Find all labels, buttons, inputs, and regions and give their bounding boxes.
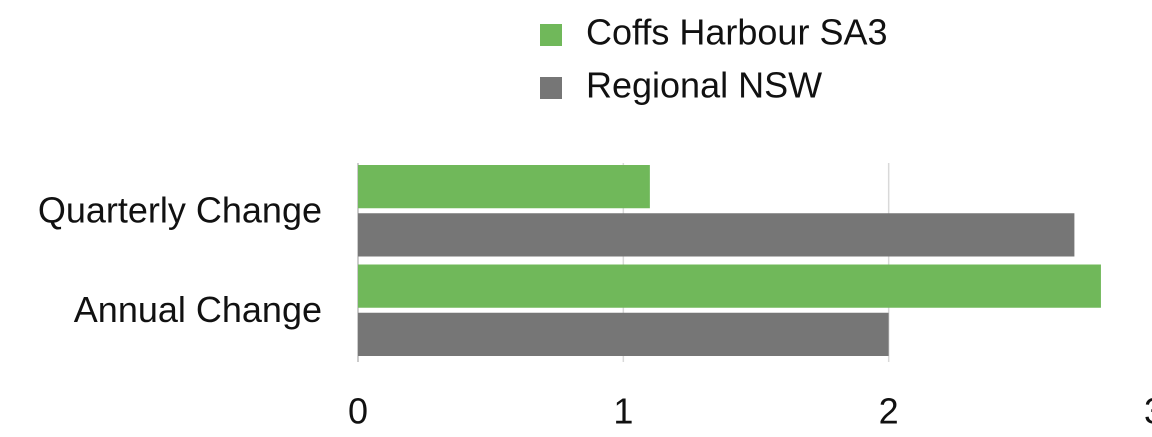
y-tick-label: Quarterly Change (38, 189, 322, 230)
x-tick-label: 0 (348, 391, 368, 432)
x-tick-label: 2 (879, 391, 899, 432)
bar (358, 165, 650, 209)
bar (358, 264, 1101, 308)
legend-label: Coffs Harbour SA3 (586, 12, 887, 53)
legend-label: Regional NSW (586, 65, 822, 106)
legend-swatch (540, 77, 562, 99)
x-tick-label: 3 (1144, 391, 1152, 432)
y-tick-label: Annual Change (74, 289, 322, 330)
bar (358, 213, 1075, 257)
bar (358, 312, 889, 356)
x-tick-label: 1 (613, 391, 633, 432)
legend-swatch (540, 24, 562, 46)
